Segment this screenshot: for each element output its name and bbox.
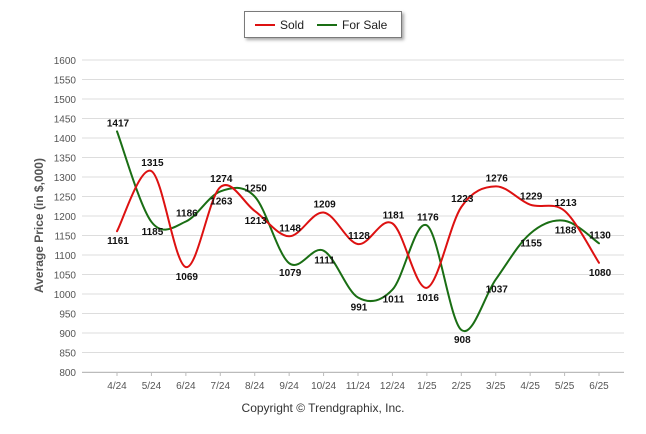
data-label-for-sale: 1155	[520, 239, 542, 250]
y-tick-label: 1300	[54, 173, 77, 184]
data-label-for-sale: 1188	[555, 226, 577, 237]
y-tick-label: 1400	[54, 134, 77, 145]
legend-label-for-sale: For Sale	[342, 18, 388, 32]
data-labels: 1161 1315 1069 1274 1213 1148 1209 1128 1181 1016…	[107, 118, 612, 346]
data-label-for-sale: 1417	[107, 118, 130, 129]
data-label-sold: 1274	[210, 174, 233, 185]
y-tick-label: 1550	[54, 76, 77, 87]
legend-item-sold[interactable]: Sold	[255, 18, 304, 32]
x-tick-label: 1/25	[417, 381, 437, 392]
x-tick-label: 5/25	[555, 381, 575, 392]
sold-swatch-icon	[255, 23, 275, 26]
data-label-sold: 1276	[486, 173, 509, 184]
data-label-sold: 1069	[176, 272, 199, 283]
data-label-sold: 1213	[554, 198, 577, 209]
x-tick-label: 5/24	[142, 381, 162, 392]
data-label-for-sale: 1111	[314, 256, 335, 267]
data-label-for-sale: 908	[454, 335, 471, 346]
data-label-sold: 1016	[417, 293, 440, 304]
data-label-for-sale: 1037	[486, 285, 509, 296]
for-sale-swatch-icon	[317, 23, 337, 26]
data-label-for-sale: 1250	[245, 184, 268, 195]
series-line-for-sale	[116, 130, 600, 333]
data-label-sold: 1161	[107, 236, 129, 247]
y-tick-label: 850	[59, 349, 76, 360]
legend[interactable]: Sold For Sale	[244, 11, 402, 38]
data-label-sold: 1213	[245, 216, 268, 227]
x-tick-label: 6/25	[589, 381, 609, 392]
data-label-sold: 1148	[279, 223, 301, 234]
y-tick-label: 1100	[54, 251, 76, 262]
x-tick-label: 9/24	[279, 381, 299, 392]
x-tick-label: 10/24	[311, 381, 336, 392]
y-tick-label: 1200	[54, 212, 77, 223]
x-tick-label: 4/25	[520, 381, 540, 392]
y-tick-label: 1500	[54, 95, 77, 106]
legend-item-for-sale[interactable]: For Sale	[317, 18, 387, 32]
data-label-sold: 1229	[520, 192, 543, 203]
y-tick-label: 1600	[54, 56, 77, 67]
x-tick-label: 8/24	[245, 381, 265, 392]
y-tick-label: 1250	[54, 193, 77, 204]
x-tick-label: 12/24	[380, 381, 405, 392]
x-tick-label: 2/25	[452, 381, 472, 392]
data-label-for-sale: 1186	[176, 208, 198, 219]
x-tick-label: 4/24	[107, 381, 127, 392]
data-label-sold: 1181	[383, 210, 405, 221]
y-axis-title: Average Price (in $,000)	[32, 158, 46, 293]
x-tick-label: 6/24	[176, 381, 196, 392]
data-label-sold: 1223	[451, 194, 474, 205]
y-tick-label: 950	[59, 310, 76, 321]
series-lines	[116, 130, 600, 333]
y-tick-label: 1150	[54, 232, 76, 243]
y-tick-labels: 800 850 900 950 1000 1050 1100 1150 1200 1250 1300…	[54, 56, 77, 379]
y-tick-label: 1450	[54, 115, 77, 126]
copyright-text: Copyright © Trendgraphix, Inc.	[241, 401, 405, 415]
series-line-sold	[116, 170, 600, 289]
x-tick-label: 3/25	[486, 381, 506, 392]
data-label-sold: 1128	[348, 231, 370, 242]
y-tick-label: 1350	[54, 154, 77, 165]
data-label-for-sale: 1263	[210, 196, 233, 207]
data-label-sold: 1209	[313, 199, 336, 210]
grid-lines	[82, 59, 624, 373]
x-tick-labels: 4/24 5/24 6/24 7/24 8/24 9/24 10/24 11/24 12/24 1…	[107, 372, 609, 392]
data-label-for-sale: 1079	[279, 268, 302, 279]
legend-label-sold: Sold	[280, 18, 305, 32]
y-tick-label: 1000	[54, 290, 77, 301]
data-label-sold: 1315	[141, 158, 164, 169]
x-tick-label: 11/24	[346, 381, 371, 392]
x-tick-label: 7/24	[211, 381, 231, 392]
data-label-for-sale: 1176	[417, 212, 439, 223]
y-tick-label: 1050	[54, 271, 77, 282]
data-label-for-sale: 991	[351, 303, 368, 314]
y-tick-label: 800	[59, 368, 76, 379]
data-label-for-sale: 1185	[142, 227, 164, 238]
data-label-for-sale: 1130	[589, 230, 611, 241]
data-label-sold: 1080	[589, 268, 612, 279]
data-label-for-sale: 1011	[383, 295, 405, 306]
y-tick-label: 900	[59, 329, 76, 340]
